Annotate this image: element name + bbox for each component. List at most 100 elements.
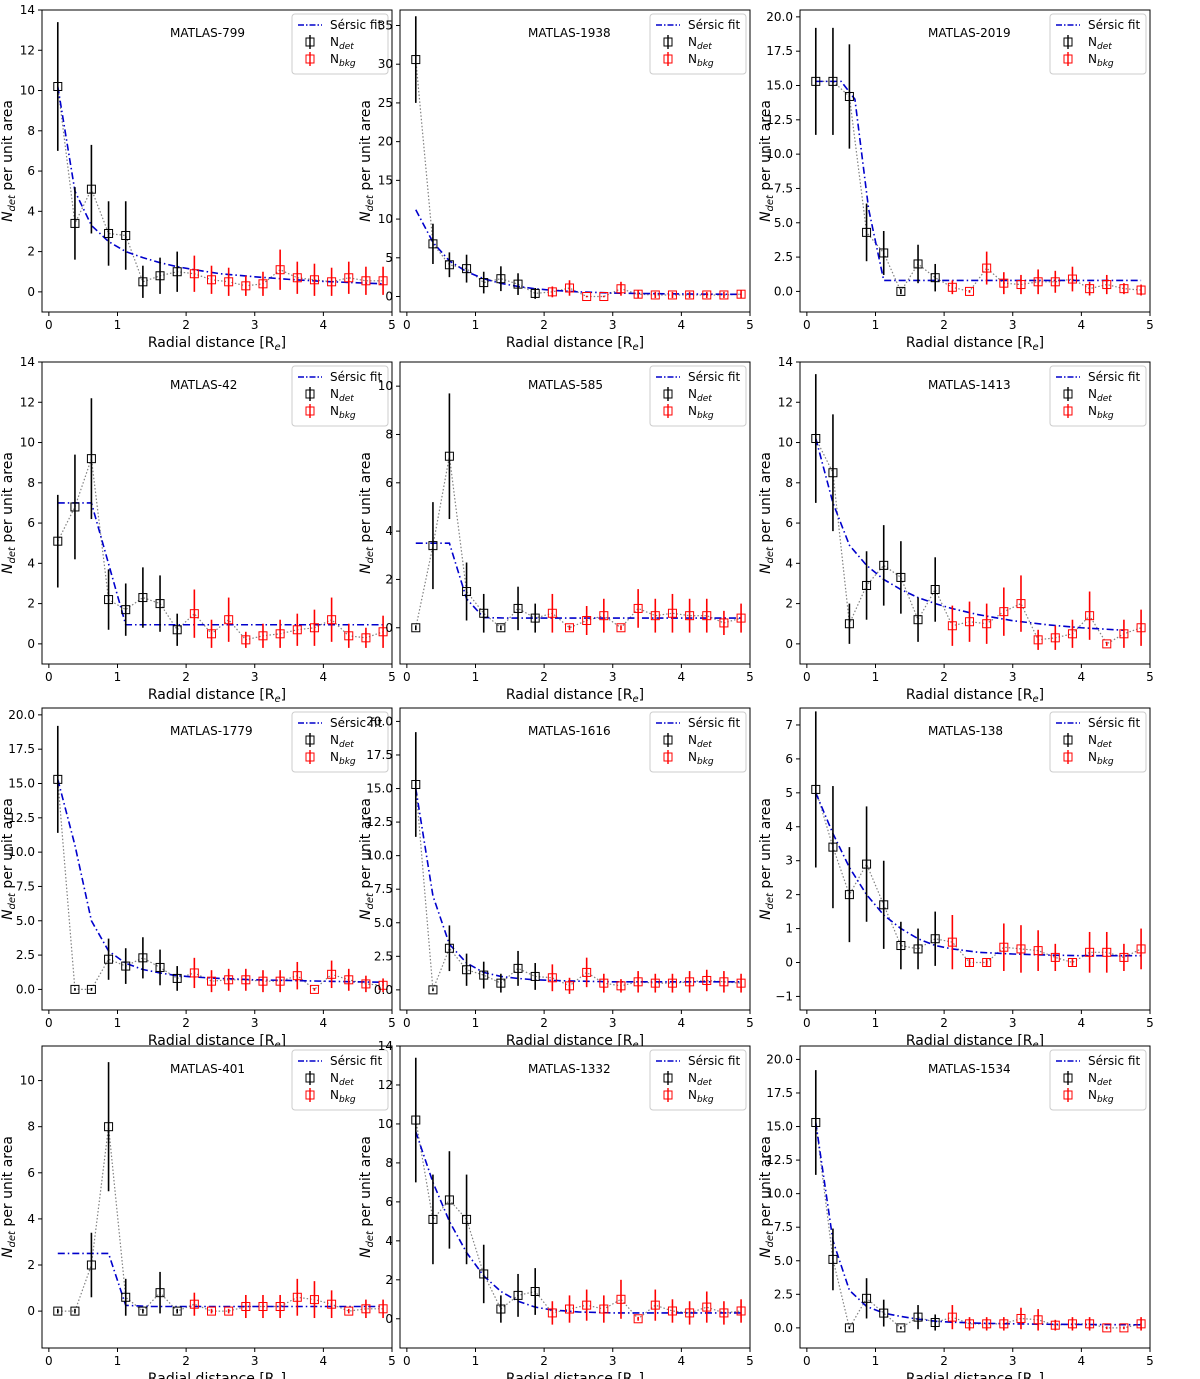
y-tick-label: 4 (27, 556, 35, 570)
y-tick-label: 0.0 (374, 983, 393, 997)
x-axis-label: Radial distance [Re] (906, 1371, 1044, 1379)
legend-det-label: Ndet (688, 1071, 712, 1088)
x-tick-label: 4 (320, 318, 328, 332)
det-point (138, 593, 148, 603)
det-point (172, 625, 182, 635)
det-point (530, 971, 540, 981)
legend-det-marker (1063, 389, 1073, 399)
panel-title: MATLAS-1534 (928, 1062, 1011, 1076)
bkg-point (1016, 944, 1026, 954)
bkg-point (1119, 629, 1129, 639)
bkg-point (565, 283, 575, 293)
bkg-point (275, 1302, 285, 1312)
y-tick-label: 8 (385, 427, 393, 441)
x-tick-label: 0 (45, 670, 53, 684)
x-tick-label: 3 (609, 1354, 617, 1368)
y-tick-label: 17.5 (766, 44, 793, 58)
bkg-point (344, 273, 354, 283)
legend-box (1049, 13, 1147, 75)
x-axis-label: Radial distance [Re] (506, 335, 644, 353)
bkg-point (667, 978, 677, 988)
y-tick-label: 4 (385, 524, 393, 538)
y-tick-label: 2.5 (774, 250, 793, 264)
x-axis-label: Radial distance [Re] (148, 1371, 286, 1379)
bkg-point (258, 631, 268, 641)
det-point (444, 451, 454, 461)
bkg-point (633, 977, 643, 987)
y-tick-label: 0 (27, 285, 35, 299)
legend-bkg-label: Nbkg (1088, 52, 1114, 69)
det-point (479, 278, 489, 288)
y-tick-label: 10 (378, 212, 393, 226)
det-point (462, 1214, 472, 1224)
bkg-point (309, 275, 319, 285)
bkg-point (189, 1299, 199, 1309)
bkg-point (616, 623, 626, 633)
bkg-point (965, 957, 975, 967)
legend-box (291, 365, 389, 427)
y-tick-label: 7.5 (774, 1220, 793, 1234)
bkg-point (599, 978, 609, 988)
plot-area (811, 711, 1146, 973)
bkg-point (736, 1306, 746, 1316)
connection-line (57, 779, 384, 991)
bkg-point (1033, 277, 1043, 287)
bkg-point (241, 975, 251, 985)
panel-title: MATLAS-1332 (528, 1062, 611, 1076)
legend-det-marker (663, 1073, 673, 1083)
x-tick-label: 0 (403, 670, 411, 684)
legend-bkg-label: Nbkg (330, 750, 356, 767)
panel-title: MATLAS-1413 (928, 378, 1011, 392)
bkg-point (999, 278, 1009, 288)
sersic-fit-line (815, 792, 1142, 957)
x-tick-label: 5 (746, 670, 754, 684)
bkg-point (1067, 1319, 1077, 1329)
y-tick-label: 25 (378, 96, 393, 110)
bkg-point (1136, 285, 1146, 295)
y-tick-label: 8 (27, 1120, 35, 1134)
bkg-point (999, 607, 1009, 617)
bkg-point (1119, 952, 1129, 962)
y-tick-label: 2 (785, 888, 793, 902)
bkg-point (1050, 633, 1060, 643)
x-tick-label: 0 (403, 1354, 411, 1368)
bkg-point (224, 1306, 234, 1316)
y-tick-label: 5 (785, 786, 793, 800)
legend-det-marker (663, 37, 673, 47)
x-tick-label: 2 (940, 1354, 948, 1368)
bkg-point (965, 617, 975, 627)
x-tick-label: 0 (45, 318, 53, 332)
x-tick-label: 3 (251, 670, 259, 684)
bkg-point (999, 942, 1009, 952)
x-axis-label: Radial distance [Re] (148, 687, 286, 705)
det-point (828, 468, 838, 478)
legend-fit-label: Sérsic fit (688, 1054, 740, 1068)
legend-det-label: Ndet (330, 733, 354, 750)
det-point (862, 1293, 872, 1303)
y-tick-label: 2 (385, 572, 393, 586)
det-point (104, 1122, 114, 1132)
bkg-point (719, 1308, 729, 1318)
det-point (86, 454, 96, 464)
y-tick-label: 15.0 (766, 1120, 793, 1134)
y-tick-label: 12 (20, 395, 35, 409)
det-point (172, 973, 182, 983)
y-tick-label: 20 (378, 135, 393, 149)
y-axis-label: Ndet per unit area (758, 1136, 776, 1258)
det-point (86, 984, 96, 994)
x-tick-label: 0 (803, 670, 811, 684)
bkg-point (309, 1295, 319, 1305)
bkg-point (292, 1292, 302, 1302)
legend-det-label: Ndet (330, 1071, 354, 1088)
y-tick-label: 12 (378, 1078, 393, 1092)
bkg-point (275, 976, 285, 986)
det-point (896, 572, 906, 582)
x-tick-label: 3 (609, 670, 617, 684)
bkg-point (685, 1308, 695, 1318)
y-tick-label: 0 (385, 1312, 393, 1326)
y-tick-label: 10 (20, 84, 35, 98)
det-point (70, 502, 80, 512)
